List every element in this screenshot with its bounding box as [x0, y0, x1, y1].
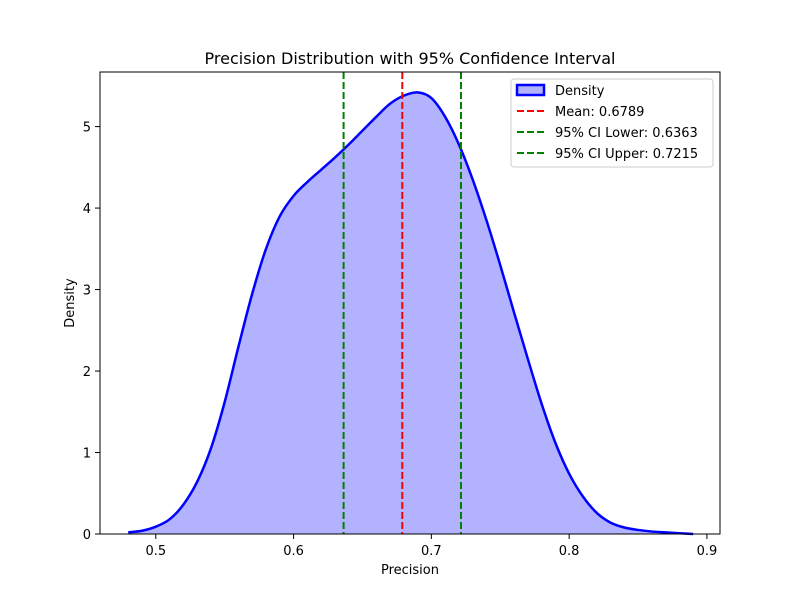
x-tick-label: 0.8: [559, 544, 580, 559]
y-axis-label: Density: [63, 278, 78, 328]
legend: Density Mean: 0.6789 95% CI Lower: 0.6363…: [510, 78, 714, 168]
y-tick-label: 5: [83, 121, 91, 136]
legend-line-entries: Mean: 0.6789 95% CI Lower: 0.6363 95% CI U…: [517, 105, 698, 162]
legend-ci-upper-label: 95% CI Upper: 0.7215: [555, 147, 698, 162]
plot-area: [128, 72, 694, 536]
x-tick-label: 0.9: [697, 544, 718, 559]
x-tick-label: 0.5: [145, 544, 166, 559]
legend-box: [510, 78, 714, 168]
y-tick-label: 1: [83, 447, 91, 462]
x-tick-label: 0.7: [421, 544, 442, 559]
y-tick-label: 3: [83, 284, 91, 299]
chart-title: Precision Distribution with 95% Confiden…: [205, 49, 616, 68]
x-axis-label: Precision: [381, 563, 439, 578]
legend-mean-label: Mean: 0.6789: [555, 105, 644, 120]
x-axis-ticks: 0.5 0.6 0.7 0.8 0.9: [145, 534, 717, 559]
reference-lines: [342, 72, 462, 534]
x-tick-label: 0.6: [283, 544, 304, 559]
legend-ci-lower-label: 95% CI Lower: 0.6363: [555, 126, 698, 141]
legend-density-label: Density: [555, 84, 605, 99]
y-tick-label: 0: [83, 528, 91, 543]
density-fill-area: [128, 92, 694, 535]
y-tick-label: 4: [83, 202, 91, 217]
y-tick-label: 2: [83, 365, 91, 380]
legend-density-swatch: [515, 83, 546, 97]
axes-frame: [99, 71, 721, 535]
density-curve: [128, 91, 694, 536]
y-axis-ticks: 0 1 2 3 4 5: [83, 121, 100, 543]
